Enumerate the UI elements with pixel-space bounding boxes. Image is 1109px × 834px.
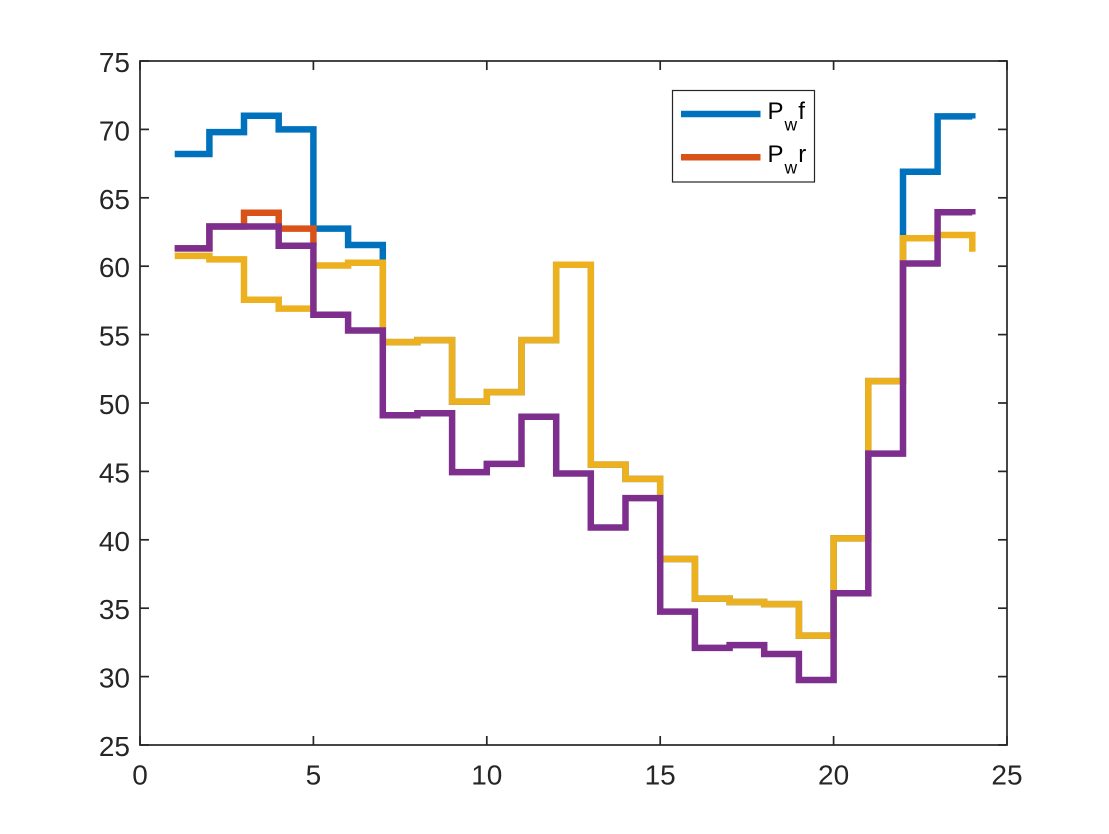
svg-text:25: 25	[991, 760, 1022, 791]
svg-text:70: 70	[99, 115, 130, 146]
svg-text:60: 60	[99, 252, 130, 283]
svg-text:15: 15	[645, 760, 676, 791]
svg-text:20: 20	[818, 760, 849, 791]
svg-text:0: 0	[132, 760, 148, 791]
svg-text:75: 75	[99, 47, 130, 78]
svg-text:w: w	[784, 158, 798, 178]
svg-text:w: w	[784, 115, 798, 135]
svg-text:65: 65	[99, 184, 130, 215]
svg-text:P: P	[768, 98, 784, 125]
svg-text:10: 10	[471, 760, 502, 791]
svg-text:30: 30	[99, 663, 130, 694]
svg-text:55: 55	[99, 321, 130, 352]
svg-text:r: r	[798, 141, 806, 168]
svg-text:f: f	[798, 98, 805, 125]
svg-text:45: 45	[99, 457, 130, 488]
svg-text:P: P	[768, 141, 784, 168]
svg-text:5: 5	[306, 760, 322, 791]
svg-text:25: 25	[99, 731, 130, 762]
svg-text:40: 40	[99, 526, 130, 557]
svg-text:35: 35	[99, 594, 130, 625]
svg-text:50: 50	[99, 389, 130, 420]
